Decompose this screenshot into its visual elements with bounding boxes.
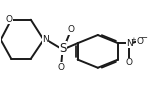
Text: O: O bbox=[137, 37, 144, 46]
Text: S: S bbox=[60, 42, 67, 55]
Text: O: O bbox=[5, 15, 12, 24]
Text: O: O bbox=[126, 58, 133, 67]
Text: N: N bbox=[126, 39, 133, 48]
Text: N: N bbox=[42, 35, 49, 44]
Text: O: O bbox=[68, 25, 75, 34]
Text: O: O bbox=[57, 63, 64, 72]
Text: +: + bbox=[130, 37, 136, 43]
Text: −: − bbox=[140, 33, 147, 42]
